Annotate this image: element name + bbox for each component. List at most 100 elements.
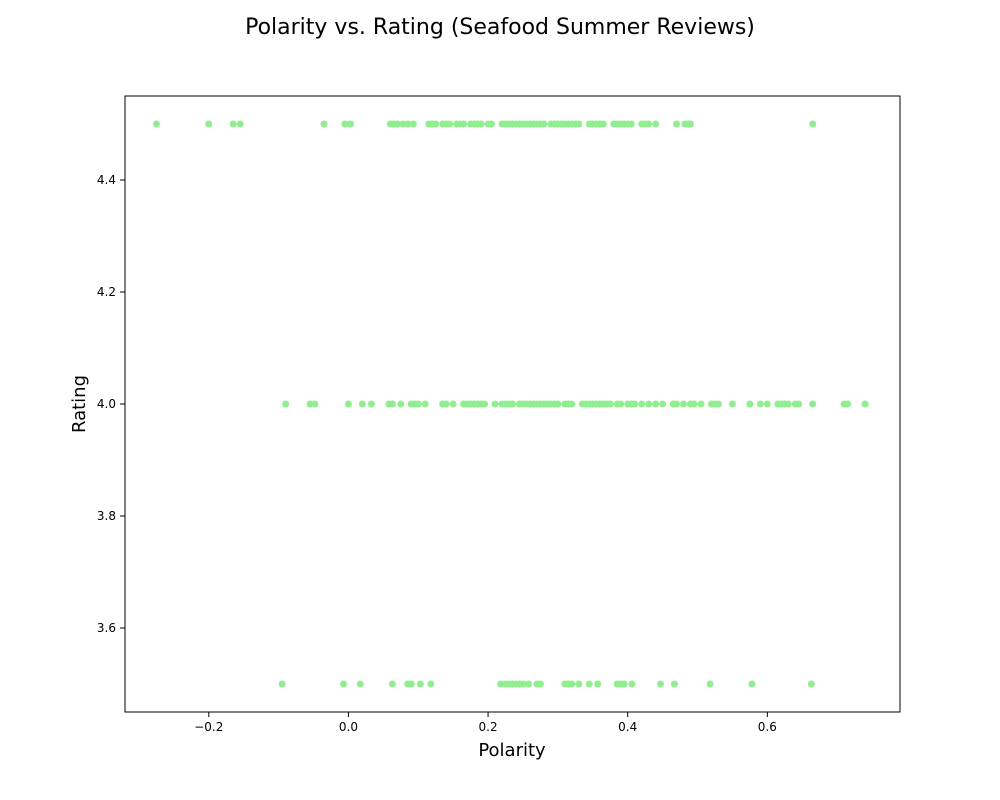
scatter-point: [697, 400, 705, 408]
scatter-point: [756, 400, 764, 408]
scatter-point: [680, 400, 688, 408]
y-tick-label: 4.2: [97, 285, 116, 299]
scatter-point: [585, 680, 593, 688]
scatter-point: [409, 120, 417, 128]
scatter-point: [809, 120, 817, 128]
x-axis-ticks: −0.2 0.0 0.2 0.4 0.6: [194, 712, 777, 734]
scatter-point: [763, 400, 771, 408]
scatter-point: [432, 120, 440, 128]
scatter-point: [594, 680, 602, 688]
scatter-point: [427, 680, 435, 688]
scatter-point: [784, 400, 792, 408]
x-tick-label: −0.2: [194, 720, 223, 734]
scatter-point: [687, 120, 695, 128]
scatter-point: [690, 400, 698, 408]
scatter-point: [282, 400, 290, 408]
data-points: [152, 120, 869, 688]
scatter-point: [497, 680, 505, 688]
scatter-point: [367, 400, 375, 408]
scatter-point: [628, 680, 636, 688]
y-tick-label: 4.4: [97, 173, 116, 187]
x-tick-label: 0.2: [479, 720, 498, 734]
x-tick-label: 0.4: [618, 720, 637, 734]
scatter-point: [746, 400, 754, 408]
scatter-point: [481, 400, 489, 408]
scatter-point: [416, 680, 424, 688]
scatter-point: [341, 120, 349, 128]
scatter-point: [278, 680, 286, 688]
scatter-point: [399, 120, 407, 128]
scatter-point: [446, 120, 454, 128]
scatter-point: [358, 400, 366, 408]
scatter-point: [460, 120, 468, 128]
scatter-point: [807, 680, 815, 688]
scatter-point: [673, 400, 681, 408]
scatter-point: [347, 120, 355, 128]
scatter-point: [491, 400, 499, 408]
scatter-point: [421, 400, 429, 408]
y-tick-label: 4.0: [97, 397, 116, 411]
scatter-point: [652, 120, 660, 128]
scatter-point: [320, 120, 328, 128]
scatter-point: [356, 680, 364, 688]
scatter-point: [311, 400, 319, 408]
scatter-point: [631, 400, 639, 408]
scatter-point: [340, 680, 348, 688]
x-axis-label: Polarity: [478, 740, 546, 761]
scatter-point: [397, 400, 405, 408]
scatter-point: [236, 120, 244, 128]
scatter-point: [795, 400, 803, 408]
scatter-point: [519, 680, 527, 688]
scatter-point: [575, 680, 583, 688]
scatter-point: [670, 680, 678, 688]
chart-title: Polarity vs. Rating (Seafood Summer Revi…: [245, 15, 755, 40]
scatter-point: [488, 120, 496, 128]
scatter-point: [657, 680, 665, 688]
scatter-point: [645, 120, 653, 128]
scatter-point: [525, 680, 533, 688]
scatter-point: [152, 120, 160, 128]
scatter-point: [645, 400, 653, 408]
scatter-point: [449, 400, 457, 408]
scatter-point: [205, 120, 213, 128]
scatter-point: [575, 120, 583, 128]
scatter-point: [627, 120, 635, 128]
scatter-point: [393, 120, 401, 128]
scatter-point: [540, 120, 548, 128]
scatter-point: [748, 680, 756, 688]
scatter-point: [659, 400, 667, 408]
scatter-point: [404, 120, 412, 128]
scatter-point: [606, 400, 614, 408]
scatter-point: [714, 400, 722, 408]
y-tick-label: 3.8: [97, 509, 116, 523]
scatter-point: [599, 120, 607, 128]
scatter-point: [414, 400, 422, 408]
scatter-point: [477, 120, 485, 128]
scatter-point: [407, 680, 415, 688]
scatter-point: [388, 400, 396, 408]
y-tick-label: 3.6: [97, 621, 116, 635]
scatter-point: [617, 400, 625, 408]
y-axis-label: Rating: [69, 375, 90, 433]
scatter-point: [728, 400, 736, 408]
scatter-point: [861, 400, 869, 408]
scatter-point: [706, 680, 714, 688]
scatter-point: [844, 400, 852, 408]
scatter-point: [568, 680, 576, 688]
y-axis-ticks: 3.6 3.8 4.0 4.2 4.4: [97, 173, 125, 635]
scatter-point: [638, 400, 646, 408]
scatter-point: [442, 400, 450, 408]
scatter-point: [509, 400, 516, 408]
x-tick-label: 0.0: [339, 720, 358, 734]
scatter-point: [620, 680, 628, 688]
scatter-point: [673, 120, 681, 128]
scatter-point: [388, 680, 396, 688]
x-tick-label: 0.6: [758, 720, 777, 734]
scatter-point: [229, 120, 237, 128]
scatter-point: [306, 400, 314, 408]
scatter-point: [344, 400, 352, 408]
scatter-point: [568, 400, 576, 408]
scatter-point: [809, 400, 817, 408]
scatter-point: [536, 680, 544, 688]
